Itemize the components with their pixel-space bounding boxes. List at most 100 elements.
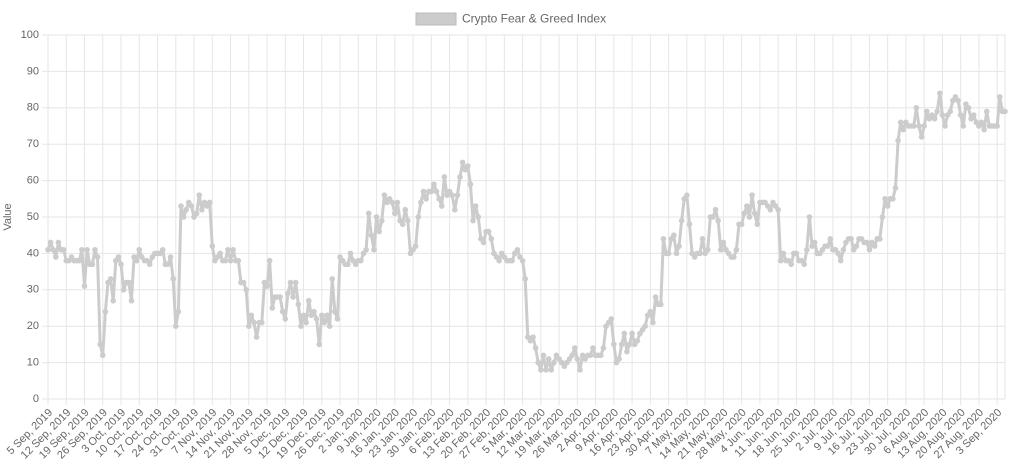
point bbox=[676, 243, 682, 249]
point bbox=[900, 126, 907, 133]
point bbox=[788, 261, 794, 268]
point bbox=[543, 367, 549, 373]
point bbox=[717, 246, 724, 253]
point bbox=[827, 236, 834, 242]
point bbox=[910, 123, 917, 129]
point bbox=[918, 134, 925, 140]
point bbox=[371, 246, 377, 253]
point bbox=[287, 279, 294, 286]
point bbox=[650, 319, 656, 326]
point bbox=[399, 221, 406, 228]
point bbox=[994, 123, 1000, 129]
y-tick-label: 80 bbox=[27, 102, 39, 114]
point bbox=[923, 108, 930, 115]
point bbox=[801, 261, 808, 268]
point bbox=[222, 257, 229, 264]
point bbox=[321, 319, 328, 326]
point bbox=[418, 199, 424, 206]
point bbox=[394, 199, 401, 206]
point bbox=[89, 261, 96, 268]
point bbox=[240, 279, 247, 286]
point bbox=[376, 228, 382, 235]
point bbox=[806, 214, 813, 220]
point bbox=[193, 210, 200, 217]
point bbox=[626, 341, 633, 348]
point bbox=[697, 250, 703, 257]
legend-swatch bbox=[415, 12, 457, 26]
point bbox=[540, 352, 547, 359]
point bbox=[897, 119, 904, 126]
point bbox=[699, 236, 706, 242]
point bbox=[965, 105, 972, 111]
line bbox=[46, 91, 1005, 372]
point bbox=[47, 239, 54, 246]
point bbox=[574, 356, 581, 362]
point bbox=[738, 221, 745, 228]
point bbox=[780, 250, 787, 257]
y-tick-label: 10 bbox=[27, 357, 39, 369]
point bbox=[334, 316, 341, 322]
point bbox=[451, 206, 458, 213]
point bbox=[420, 188, 427, 195]
point bbox=[402, 206, 409, 213]
point bbox=[292, 279, 299, 286]
point bbox=[225, 246, 231, 253]
point bbox=[720, 239, 727, 246]
point bbox=[79, 246, 85, 253]
point bbox=[731, 254, 737, 260]
point bbox=[804, 246, 810, 253]
y-axis-label: Value bbox=[2, 203, 14, 230]
point bbox=[266, 257, 273, 264]
point bbox=[279, 308, 286, 315]
point bbox=[313, 316, 320, 322]
y-tick-label: 20 bbox=[27, 320, 39, 332]
point bbox=[465, 163, 471, 169]
point bbox=[824, 243, 831, 249]
point bbox=[621, 330, 628, 337]
point bbox=[665, 250, 672, 257]
point bbox=[175, 308, 182, 315]
point bbox=[180, 214, 187, 220]
point bbox=[981, 126, 987, 133]
point bbox=[538, 367, 544, 373]
point bbox=[608, 316, 615, 322]
point bbox=[235, 257, 242, 264]
point bbox=[392, 210, 398, 217]
point bbox=[712, 206, 719, 213]
point bbox=[530, 334, 536, 340]
point bbox=[545, 356, 552, 362]
point bbox=[415, 214, 422, 220]
point bbox=[710, 214, 716, 220]
point bbox=[433, 188, 440, 195]
point bbox=[684, 192, 690, 198]
point bbox=[551, 359, 557, 366]
point bbox=[303, 319, 309, 326]
point bbox=[133, 257, 140, 264]
point bbox=[647, 308, 654, 315]
point bbox=[92, 246, 98, 253]
point bbox=[53, 254, 59, 260]
point bbox=[438, 203, 445, 209]
point bbox=[230, 246, 236, 253]
point bbox=[837, 257, 844, 264]
point bbox=[611, 341, 617, 348]
point bbox=[548, 367, 555, 373]
point bbox=[412, 243, 419, 249]
point bbox=[890, 196, 896, 202]
point bbox=[329, 276, 336, 282]
point bbox=[324, 312, 330, 319]
point bbox=[642, 323, 648, 330]
point bbox=[277, 294, 283, 300]
point bbox=[715, 217, 721, 224]
point bbox=[744, 203, 750, 209]
point bbox=[660, 236, 667, 242]
point bbox=[569, 352, 575, 359]
point bbox=[459, 159, 466, 166]
point bbox=[657, 301, 664, 308]
point bbox=[532, 345, 539, 351]
y-tick-label: 0 bbox=[33, 393, 39, 405]
point bbox=[188, 203, 195, 209]
point bbox=[678, 217, 685, 224]
point bbox=[368, 232, 375, 238]
